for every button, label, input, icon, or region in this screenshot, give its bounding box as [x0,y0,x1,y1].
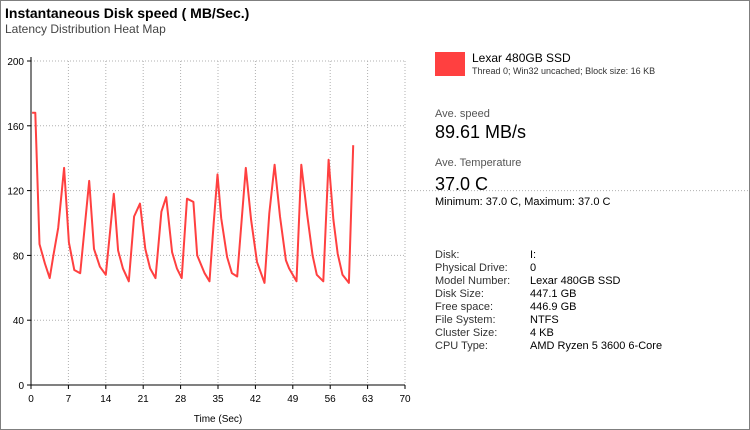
info-key: Free space: [435,301,494,313]
x-tick-label: 70 [399,394,411,405]
info-key: Model Number: [435,275,511,287]
x-tick-label: 21 [138,394,150,405]
y-tick-label: 80 [13,251,25,262]
x-tick-label: 63 [362,394,374,405]
x-tick-label: 49 [287,394,299,405]
x-tick-label: 28 [175,394,187,405]
avg-speed-label: Ave. speed [435,108,490,120]
x-tick-label: 0 [28,394,34,405]
info-value: 0 [530,262,537,274]
info-value: Lexar 480GB SSD [530,275,621,287]
chart-title: Instantaneous Disk speed ( MB/Sec.) [5,5,250,21]
info-key: Disk: [435,249,460,261]
info-key: Cluster Size: [435,327,498,339]
y-tick-label: 200 [7,57,24,68]
avg-temp-value: 37.0 C [435,174,489,194]
info-value: AMD Ryzen 5 3600 6-Core [530,340,663,352]
y-tick-label: 40 [13,316,25,327]
x-axis-label: Time (Sec) [194,414,243,425]
temp-min-max: Minimum: 37.0 C, Maximum: 37.0 C [435,196,611,208]
x-tick-label: 42 [250,394,262,405]
legend-series-description: Thread 0; Win32 uncached; Block size: 16… [472,66,656,76]
info-key: Disk Size: [435,288,484,300]
info-key: CPU Type: [435,340,488,352]
chart-subtitle: Latency Distribution Heat Map [5,22,166,36]
info-value: 446.9 GB [530,301,577,313]
x-tick-label: 14 [100,394,112,405]
y-tick-label: 160 [7,122,24,133]
legend-swatch [435,52,465,76]
x-tick-label: 35 [212,394,224,405]
info-value: I: [530,249,537,261]
info-key: File System: [435,314,496,326]
x-tick-label: 56 [325,394,337,405]
info-value: NTFS [530,314,559,326]
avg-speed-value: 89.61 MB/s [435,122,527,142]
info-value: 4 KB [530,327,554,339]
y-tick-label: 0 [18,381,24,392]
speed-series-line [32,111,355,284]
y-tick-label: 120 [7,187,24,198]
info-value: 447.1 GB [530,288,577,300]
x-tick-label: 7 [66,394,72,405]
avg-temp-label: Ave. Temperature [435,157,522,169]
legend-series-name: Lexar 480GB SSD [472,51,571,65]
info-key: Physical Drive: [435,262,508,274]
